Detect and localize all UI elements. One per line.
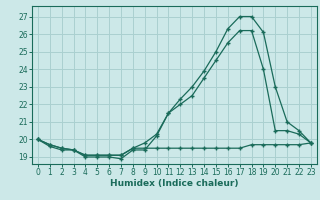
X-axis label: Humidex (Indice chaleur): Humidex (Indice chaleur) bbox=[110, 179, 239, 188]
